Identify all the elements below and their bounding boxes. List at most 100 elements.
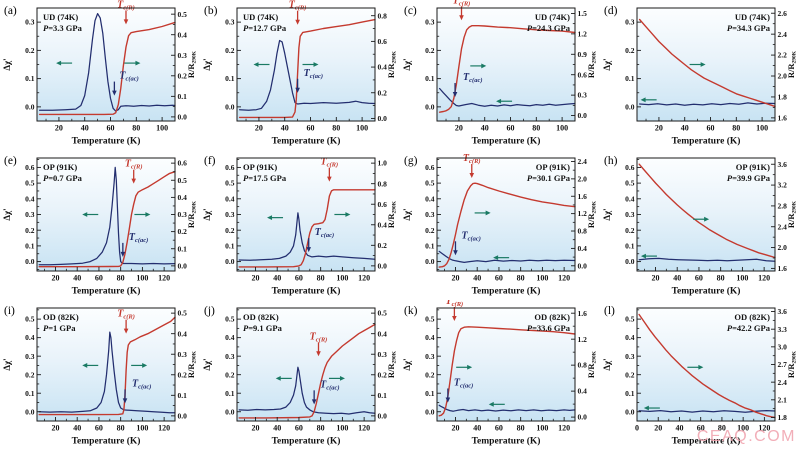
panel-plot: Tc(R)Tc(ac)20 40 60 80 1000.00.10.20.30.00.1… <box>2 0 198 147</box>
x-tick-label: 40 <box>673 274 681 283</box>
sample-label: OD (82K) <box>534 312 570 322</box>
left-tick-label: 0.4 <box>425 194 435 203</box>
plot-background <box>237 308 375 421</box>
x-tick-label: 40 <box>273 274 281 283</box>
x-tick-label: 120 <box>358 424 370 433</box>
right-tick-label: 2.7 <box>778 360 788 369</box>
x-tick-label: 100 <box>737 424 749 433</box>
panel-letter: (g) <box>404 155 418 167</box>
x-tick-label: 40 <box>481 124 489 133</box>
x-tick-label: 40 <box>681 124 689 133</box>
pressure-label: P=12.7 GPa <box>243 23 287 33</box>
right-tick-label: 2.4 <box>778 222 788 231</box>
x-tick-label: 80 <box>332 124 340 133</box>
x-tick-label: 60 <box>295 424 303 433</box>
sample-label: OP (91K) <box>243 162 277 172</box>
left-tick-label: 0.5 <box>225 315 235 324</box>
plot-background <box>637 8 775 121</box>
plot-background <box>637 158 775 271</box>
chi-curve <box>438 404 576 412</box>
panel-plot: Tc(R)Tc(ac)20 40 60 80 100 1200.00.10.20.30.4… <box>202 155 398 297</box>
x-axis-title: Temperature (K) <box>72 286 141 297</box>
right-tick-label: 0.5 <box>178 10 188 19</box>
left-axis-title: Δχ' <box>202 208 212 220</box>
left-tick-label: 0.4 <box>625 333 635 342</box>
plot-background <box>437 308 575 421</box>
resistance-curve <box>638 18 776 108</box>
right-tick-label: 0.0 <box>178 411 188 420</box>
right-tick-label: 0.5 <box>178 309 188 318</box>
panel-e: Tc(R) Tc(ac) 20 40 60 80 100 120 0.0 0.1 0.2 0.3 0.4… <box>0 150 200 301</box>
right-tick-label: 0.4 <box>178 193 188 202</box>
x-axis-title: Temperature (K) <box>72 436 141 447</box>
x-axis-title: Temperature (K) <box>472 436 541 447</box>
sample-label: OP (91K) <box>536 162 570 172</box>
panel-b: Tc(R) Tc(ac) 20 40 60 80 100 0.0 0.1 0.2 0.3 0.0 0.2… <box>200 0 400 151</box>
left-tick-label: 0.6 <box>425 163 435 172</box>
x-tick-label: 40 <box>473 424 481 433</box>
left-tick-label: 0.3 <box>625 352 635 361</box>
panel-j: Tc(R) Tc(ac) 20 40 60 80 100 120 0.0 0.1 0.2 0.3 0.4… <box>200 300 400 451</box>
x-tick-label: 20 <box>451 424 459 433</box>
right-tick-label: 0.4 <box>578 387 588 396</box>
x-tick-label: 20 <box>251 424 259 433</box>
panel-letter: (e) <box>4 155 17 167</box>
chi-curve <box>238 39 376 111</box>
left-tick-label: 0.1 <box>225 389 235 398</box>
x-tick-label: 40 <box>273 424 281 433</box>
right-tick-label: 2.0 <box>578 174 588 183</box>
right-tick-label: 3.2 <box>778 181 788 190</box>
right-tick-label: 0.0 <box>578 111 588 120</box>
x-tick-label: 40 <box>73 424 81 433</box>
resistance-curve <box>438 182 576 268</box>
x-tick-label: 100 <box>356 124 368 133</box>
chi-curve <box>38 331 176 414</box>
x-tick-label: 60 <box>95 274 103 283</box>
left-tick-label: 0.1 <box>25 241 35 250</box>
left-tick-label: 0.1 <box>25 74 35 83</box>
left-axis-title: Δχ' <box>402 58 412 70</box>
left-tick-label: 0.5 <box>625 315 635 324</box>
x-axis-title: Temperature (K) <box>272 286 341 297</box>
panel-letter: (i) <box>4 305 15 317</box>
x-tick-label: 0 <box>635 424 639 433</box>
resistance-curve <box>638 313 776 419</box>
right-tick-label: 0.0 <box>578 413 588 422</box>
x-tick-label: 80 <box>532 124 540 133</box>
left-tick-label: 0.1 <box>225 241 235 250</box>
right-axis-title: R/R290K <box>186 50 198 78</box>
x-tick-label: 20 <box>655 124 663 133</box>
left-tick-label: 0.0 <box>25 102 35 111</box>
x-tick-label: 20 <box>55 124 63 133</box>
x-tick-label: 100 <box>156 124 168 133</box>
left-tick-label: 0.2 <box>225 370 235 379</box>
left-tick-label: 0.0 <box>225 102 235 111</box>
left-tick-label: 0.1 <box>225 74 235 83</box>
sample-label: OD (82K) <box>43 312 79 322</box>
x-axis-title: Temperature (K) <box>272 436 341 447</box>
resistance-curve <box>38 316 176 416</box>
right-tick-label: 0.8 <box>578 361 588 370</box>
left-tick-label: 0.0 <box>425 407 435 416</box>
x-tick-label: 20 <box>251 274 259 283</box>
right-tick-label: 0.4 <box>378 63 388 72</box>
x-tick-label: 80 <box>317 424 325 433</box>
right-tick-label: 1.5 <box>578 9 588 18</box>
x-tick-label: 100 <box>536 274 548 283</box>
chi-curve <box>238 212 376 261</box>
panel-plot: Tc(R)Tc(ac)20 40 60 80 100 1200.00.10.20.30.4… <box>2 155 198 297</box>
left-tick-label: 0.0 <box>225 257 235 266</box>
right-tick-label: 1.2 <box>578 29 588 38</box>
chi-curve <box>238 366 376 415</box>
x-tick-label: 120 <box>558 424 570 433</box>
resistance-curve <box>438 25 576 113</box>
right-tick-label: 0.3 <box>178 51 188 60</box>
chi-curve <box>638 102 776 106</box>
left-tick-label: 0.1 <box>625 241 635 250</box>
left-tick-label: 0.1 <box>625 74 635 83</box>
right-tick-label: 0.1 <box>178 92 188 101</box>
sample-label: OD (82K) <box>734 312 770 322</box>
x-tick-label: 60 <box>95 424 103 433</box>
left-tick-label: 0.2 <box>625 226 635 235</box>
left-tick-label: 0.4 <box>25 333 35 342</box>
